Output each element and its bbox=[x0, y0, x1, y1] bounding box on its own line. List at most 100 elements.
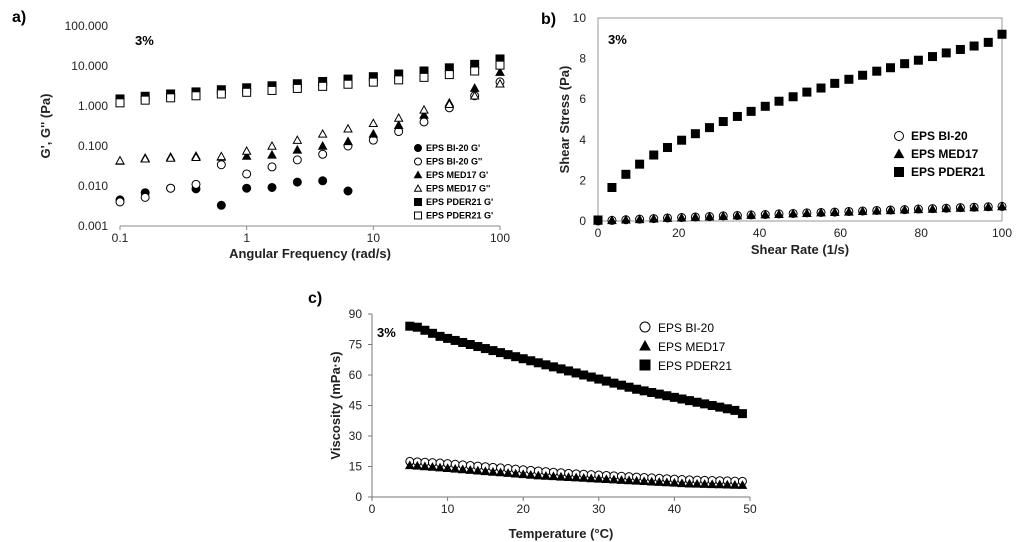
data-point-open-triangle bbox=[444, 99, 455, 109]
legend-marker bbox=[414, 211, 422, 220]
data-point-filled-triangle bbox=[442, 463, 453, 473]
data-point-filled-triangle bbox=[420, 461, 430, 471]
data-point-filled-triangle bbox=[495, 467, 506, 477]
x-tick-label: 0 bbox=[595, 226, 602, 240]
data-point-filled-triangle bbox=[469, 83, 480, 92]
data-point-filled-square bbox=[900, 59, 910, 69]
y-tick-label: 0 bbox=[579, 214, 586, 228]
data-point-filled-triangle bbox=[760, 209, 771, 219]
data-point-filled-square bbox=[692, 397, 702, 407]
data-point-filled-triangle bbox=[578, 473, 589, 482]
data-point-filled-triangle bbox=[368, 128, 379, 138]
data-point-filled-square bbox=[458, 337, 468, 347]
data-point-open-circle bbox=[191, 179, 201, 189]
data-point-filled-square bbox=[405, 321, 415, 331]
data-point-filled-square bbox=[609, 378, 619, 388]
data-point-filled-triangle bbox=[457, 464, 468, 474]
legend-marker bbox=[414, 198, 422, 206]
data-point-open-triangle bbox=[115, 155, 125, 165]
y-tick-label: 0.100 bbox=[78, 139, 108, 153]
data-point-open-circle bbox=[318, 149, 328, 159]
data-point-filled-square bbox=[564, 366, 574, 376]
data-point-filled-triangle bbox=[969, 202, 979, 212]
data-point-filled-square bbox=[969, 41, 979, 51]
x-tick-label: 100 bbox=[992, 226, 1012, 240]
data-point-filled-square bbox=[435, 331, 445, 341]
y-axis-title: G', G'' (Pa) bbox=[38, 94, 53, 159]
data-point-filled-triangle bbox=[621, 214, 631, 224]
y-tick-label: 30 bbox=[349, 429, 363, 443]
data-point-filled-square bbox=[669, 392, 679, 402]
data-point-filled-triangle bbox=[427, 462, 438, 471]
data-point-open-square bbox=[166, 93, 176, 103]
plot-frame bbox=[597, 17, 1003, 222]
data-point-open-square bbox=[318, 81, 328, 91]
legend-label: EPS BI-20 bbox=[658, 321, 714, 335]
data-point-open-triangle bbox=[241, 145, 252, 155]
data-point-filled-triangle bbox=[718, 211, 729, 220]
data-point-filled-square bbox=[503, 350, 513, 360]
data-point-filled-square bbox=[465, 340, 475, 349]
data-point-filled-triangle bbox=[607, 215, 617, 225]
data-point-filled-triangle bbox=[624, 475, 634, 485]
data-point-filled-triangle bbox=[885, 205, 896, 215]
x-tick-label: 20 bbox=[517, 502, 531, 516]
y-tick-label: 8 bbox=[579, 52, 586, 66]
data-point-filled-square bbox=[586, 372, 596, 382]
data-point-filled-triangle bbox=[609, 474, 619, 484]
data-point-filled-triangle bbox=[690, 212, 701, 221]
x-tick-label: 0.1 bbox=[112, 231, 129, 245]
y-tick-label: 75 bbox=[349, 338, 363, 352]
y-tick-label: 0 bbox=[355, 490, 362, 504]
data-point-filled-triangle bbox=[393, 120, 404, 129]
x-tick-label: 30 bbox=[592, 502, 606, 516]
data-point-filled-triangle bbox=[518, 469, 529, 479]
legend-label: EPS BI-20 G'' bbox=[426, 157, 482, 167]
data-point-open-triangle bbox=[393, 113, 404, 122]
x-tick-label: 0 bbox=[369, 502, 376, 516]
data-point-filled-triangle bbox=[677, 478, 687, 488]
data-point-filled-square bbox=[662, 143, 672, 153]
data-point-filled-square bbox=[760, 101, 770, 111]
data-point-filled-square bbox=[420, 325, 430, 335]
data-point-filled-square bbox=[700, 399, 710, 409]
legend-label: EPS MED17 G'' bbox=[426, 184, 490, 194]
data-point-filled-square bbox=[732, 111, 742, 121]
data-point-filled-square bbox=[647, 387, 657, 397]
data-point-open-circle bbox=[166, 183, 176, 193]
data-point-filled-triangle bbox=[419, 109, 429, 119]
data-point-filled-square bbox=[601, 376, 611, 386]
data-point-open-circle bbox=[292, 155, 302, 165]
panel-label-c: c) bbox=[308, 290, 322, 307]
data-point-open-circle bbox=[242, 169, 252, 179]
data-point-filled-triangle bbox=[472, 465, 483, 475]
data-point-open-square bbox=[419, 72, 429, 82]
x-tick-label: 40 bbox=[668, 502, 682, 516]
data-point-filled-square bbox=[707, 401, 717, 410]
data-point-open-triangle bbox=[343, 123, 353, 133]
x-axis-title: Angular Frequency (rad/s) bbox=[229, 246, 391, 261]
legend-marker bbox=[413, 170, 423, 179]
data-point-filled-triangle bbox=[556, 471, 566, 481]
data-point-open-triangle bbox=[191, 152, 201, 162]
data-point-open-triangle bbox=[368, 118, 379, 127]
data-point-filled-triangle bbox=[465, 465, 476, 474]
data-point-filled-triangle bbox=[412, 460, 423, 470]
data-point-filled-square bbox=[639, 386, 649, 396]
legend-label: EPS PDER21 bbox=[911, 165, 985, 179]
data-point-filled-triangle bbox=[404, 460, 415, 470]
x-tick-label: 80 bbox=[915, 226, 929, 240]
data-point-filled-triangle bbox=[669, 477, 680, 487]
data-point-filled-circle bbox=[292, 177, 302, 187]
data-point-open-square bbox=[140, 95, 150, 105]
data-point-filled-square bbox=[955, 44, 965, 54]
legend-marker bbox=[639, 359, 651, 371]
legend-marker bbox=[413, 183, 423, 192]
data-point-filled-square bbox=[533, 358, 543, 368]
data-point-filled-square bbox=[746, 106, 756, 116]
data-point-filled-triangle bbox=[634, 214, 645, 224]
x-tick-label: 40 bbox=[753, 226, 767, 240]
data-point-filled-square bbox=[705, 123, 715, 133]
data-point-filled-triangle bbox=[267, 149, 277, 159]
data-point-filled-square bbox=[488, 346, 498, 356]
